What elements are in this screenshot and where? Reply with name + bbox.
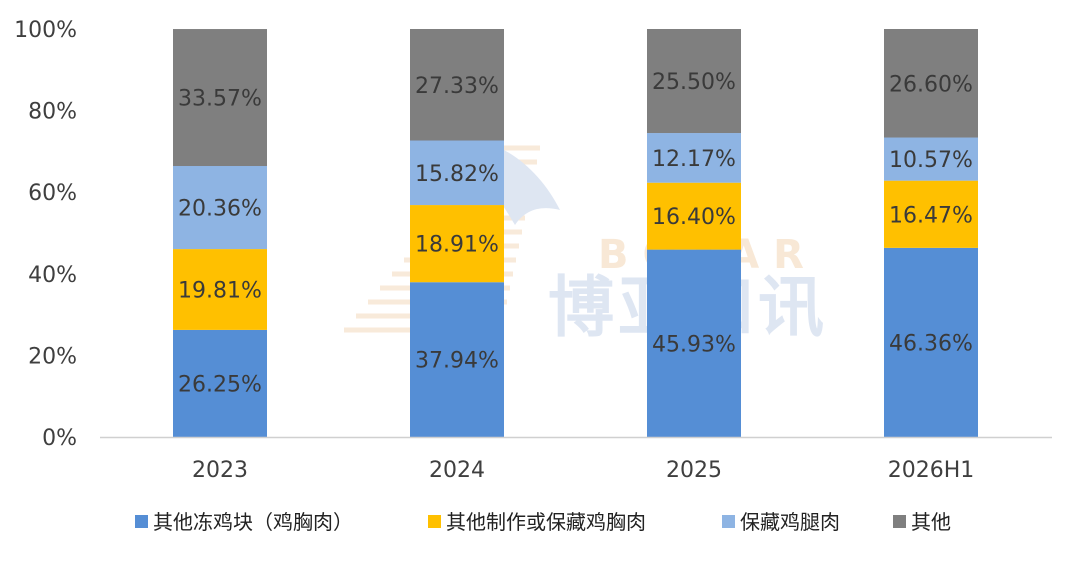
bar-stack: 45.93% 16.40% 12.17% 25.50% — [647, 29, 741, 437]
data-label: 20.36% — [178, 197, 262, 222]
bar-segment — [884, 137, 978, 181]
bar-segment — [410, 140, 504, 206]
legend-item: 保藏鸡腿肉 — [722, 510, 840, 534]
bar-stack: 37.94% 18.91% 15.82% 27.33% — [410, 29, 504, 437]
bar-segment — [173, 249, 267, 330]
plot-area: 26.25% 19.81% 20.36% 33.57% 37.94% 18.91% 15.8… — [173, 29, 978, 437]
legend-swatch — [893, 515, 906, 528]
bar-stack: 46.36% 16.47% 10.57% 26.60% — [884, 29, 978, 437]
y-tick-label: 0% — [42, 426, 77, 451]
x-tick-label: 2026H1 — [888, 458, 975, 483]
y-tick-label: 60% — [28, 181, 77, 206]
data-label: 46.36% — [889, 331, 973, 356]
bar-segment — [647, 249, 741, 437]
bar-segment — [173, 29, 267, 167]
data-label: 33.57% — [178, 87, 262, 112]
y-tick-label: 80% — [28, 100, 77, 125]
y-tick-label: 100% — [14, 18, 77, 43]
data-label: 10.57% — [889, 148, 973, 173]
legend-swatch — [722, 515, 735, 528]
data-label: 25.50% — [652, 70, 736, 95]
bar-segment — [410, 29, 504, 141]
bar-segment — [410, 282, 504, 437]
legend-label: 其他制作或保藏鸡胸肉 — [446, 510, 646, 534]
legend-item: 其他制作或保藏鸡胸肉 — [428, 510, 646, 534]
bar-segment — [410, 205, 504, 283]
legend-item: 其他 — [893, 510, 951, 534]
data-label: 19.81% — [178, 278, 262, 303]
bar-segment — [647, 29, 741, 134]
data-label: 45.93% — [652, 332, 736, 357]
bar-segment — [884, 29, 978, 138]
bar-segment — [173, 166, 267, 250]
x-axis: 2023 2024 2025 2026H1 — [100, 436, 1052, 483]
data-label: 16.47% — [889, 203, 973, 228]
y-axis: 0% 20% 40% 60% 80% 100% — [14, 18, 77, 451]
data-label: 26.60% — [889, 72, 973, 97]
x-tick-label: 2023 — [192, 458, 248, 483]
bar-stack: 26.25% 19.81% 20.36% 33.57% — [173, 29, 267, 437]
legend: 其他冻鸡块（鸡胸肉） 其他制作或保藏鸡胸肉 保藏鸡腿肉 其他 — [135, 510, 951, 534]
data-label: 37.94% — [415, 349, 499, 374]
y-tick-label: 40% — [28, 263, 77, 288]
bar-segment — [173, 329, 267, 437]
data-label: 27.33% — [415, 74, 499, 99]
x-tick-label: 2025 — [666, 458, 722, 483]
bar-segment — [647, 133, 741, 183]
legend-swatch — [135, 515, 148, 528]
data-label: 26.25% — [178, 372, 262, 397]
bar-segment — [884, 180, 978, 248]
bar-segment — [884, 247, 978, 437]
data-label: 12.17% — [652, 147, 736, 172]
y-tick-label: 20% — [28, 344, 77, 369]
bar-segment — [647, 182, 741, 250]
data-label: 15.82% — [415, 162, 499, 187]
data-label: 16.40% — [652, 205, 736, 230]
legend-label: 其他 — [911, 510, 951, 534]
legend-label: 保藏鸡腿肉 — [740, 510, 840, 534]
x-tick-label: 2024 — [429, 458, 485, 483]
legend-swatch — [428, 515, 441, 528]
data-label: 18.91% — [415, 233, 499, 258]
legend-item: 其他冻鸡块（鸡胸肉） — [135, 510, 353, 534]
legend-label: 其他冻鸡块（鸡胸肉） — [153, 510, 353, 534]
